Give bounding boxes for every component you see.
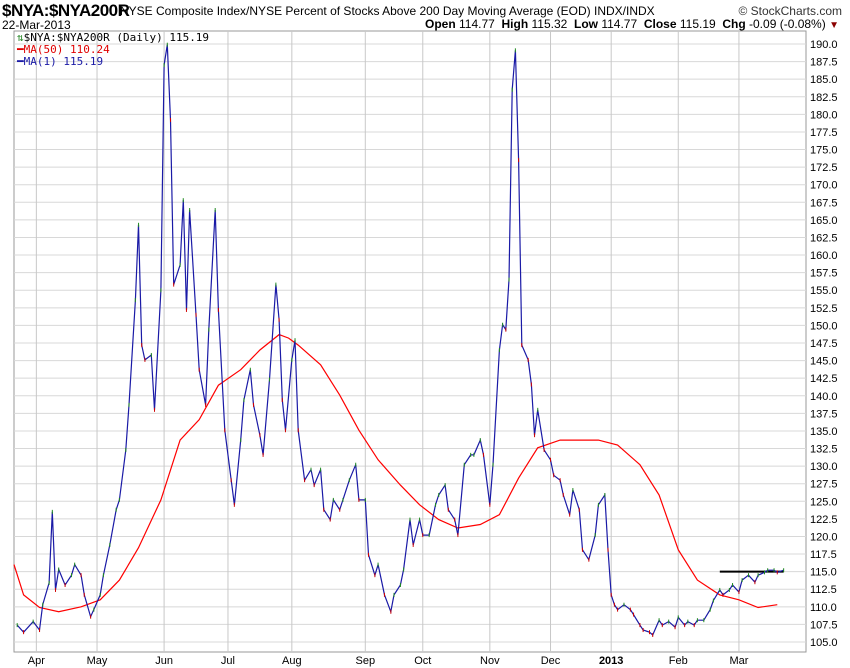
plot-area	[13, 30, 807, 653]
close-label: Close	[643, 17, 677, 31]
y-tick-label: 127.5	[810, 479, 838, 491]
high-value: 115.32	[531, 17, 568, 31]
y-tick-label: 187.5	[810, 57, 838, 69]
legend-ma1: ━MA(1) 115.19	[17, 55, 104, 68]
y-tick-label: 167.5	[810, 197, 838, 209]
y-tick-label: 177.5	[810, 127, 838, 139]
series-line-ma50	[13, 333, 778, 613]
y-tick-label: 190.0	[810, 39, 838, 51]
chg-label: Chg	[722, 17, 746, 31]
y-tick-label: 172.5	[810, 162, 838, 174]
close-value: 115.19	[679, 17, 716, 31]
low-value: 114.77	[601, 17, 638, 31]
y-tick-label: 125.0	[810, 496, 838, 508]
x-tick-label: Jul	[221, 655, 235, 667]
series-line-ma1	[16, 44, 784, 636]
y-tick-label: 145.0	[810, 356, 838, 368]
x-tick-label: Feb	[669, 655, 688, 667]
x-tick-label: Apr	[28, 655, 45, 667]
y-tick-label: 112.5	[810, 584, 837, 596]
y-tick-label: 110.0	[810, 602, 837, 614]
y-tick-label: 147.5	[810, 338, 838, 350]
open-label: Open	[425, 17, 456, 31]
y-tick-label: 152.5	[810, 303, 838, 315]
low-label: Low	[574, 17, 598, 31]
x-tick-label: May	[87, 655, 108, 667]
x-tick-label: Dec	[541, 655, 561, 667]
y-tick-label: 135.0	[810, 426, 838, 438]
y-tick-label: 165.0	[810, 215, 838, 227]
x-tick-label: Aug	[282, 655, 302, 667]
x-tick-label: Mar	[729, 655, 748, 667]
y-tick-label: 160.0	[810, 250, 838, 262]
y-tick-label: 162.5	[810, 232, 838, 244]
x-tick-label: Jun	[155, 655, 173, 667]
brand-logo[interactable]: © StockCharts.com	[738, 4, 842, 18]
y-tick-label: 180.0	[810, 109, 838, 121]
y-tick-label: 130.0	[810, 461, 838, 473]
chg-value: -0.09 (-0.08%)	[749, 17, 826, 31]
chart-description: NYSE Composite Index/NYSE Percent of Sto…	[120, 4, 655, 18]
y-tick-label: 150.0	[810, 320, 838, 332]
legend-ma50: ━MA(50) 110.24	[17, 43, 110, 56]
ohlc-readout: Open 114.77 High 115.32 Low 114.77 Close…	[425, 17, 839, 31]
y-tick-label: 137.5	[810, 408, 838, 420]
down-arrow-icon: ▼	[829, 20, 839, 31]
y-tick-label: 107.5	[810, 619, 838, 631]
y-tick-label: 142.5	[810, 373, 838, 385]
chart-symbol: $NYA:$NYA200R	[2, 1, 130, 20]
x-tick-label: Oct	[414, 655, 431, 667]
y-tick-label: 175.0	[810, 145, 838, 157]
y-tick-label: 185.0	[810, 74, 838, 86]
y-tick-label: 105.0	[810, 637, 838, 649]
y-tick-label: 182.5	[810, 92, 838, 104]
y-tick-label: 155.0	[810, 285, 838, 297]
open-value: 114.77	[459, 17, 495, 31]
bars-icon: ⇅	[17, 31, 24, 44]
y-tick-label: 115.0	[810, 567, 837, 579]
legend-main: ⇅$NYA:$NYA200R (Daily) 115.19	[17, 31, 210, 44]
y-tick-label: 140.0	[810, 391, 838, 403]
y-tick-label: 132.5	[810, 444, 838, 456]
x-tick-label: 2013	[599, 655, 623, 667]
y-tick-label: 120.0	[810, 531, 838, 543]
high-label: High	[501, 17, 529, 31]
chart-date: 22-Mar-2013	[2, 18, 71, 32]
x-tick-label: Sep	[356, 655, 376, 667]
y-tick-label: 122.5	[810, 514, 838, 526]
x-tick-label: Nov	[480, 655, 500, 667]
y-tick-label: 170.0	[810, 180, 838, 192]
y-tick-label: 157.5	[810, 268, 838, 280]
y-tick-label: 117.5	[810, 549, 837, 561]
